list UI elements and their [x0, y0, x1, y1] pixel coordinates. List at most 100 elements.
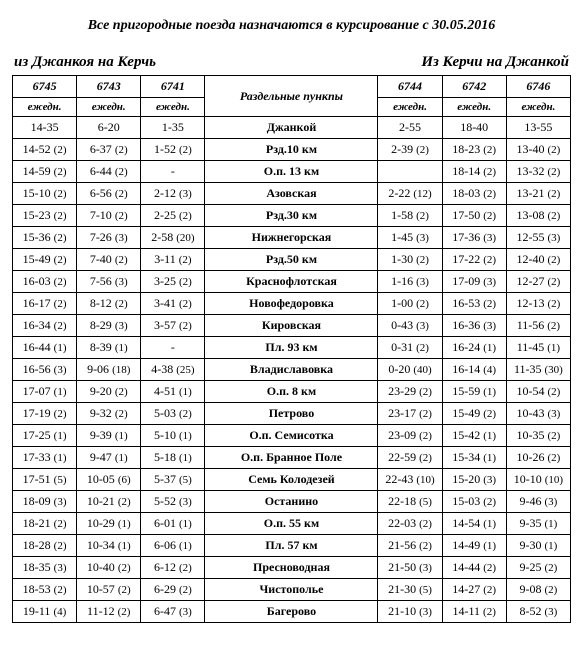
time-l-2-row16: 5-37 (5)	[141, 469, 205, 491]
col-train-6741: 6741	[141, 76, 205, 98]
time-l-2-row15: 5-18 (1)	[141, 447, 205, 469]
time-l-2-row4: 2-25 (2)	[141, 205, 205, 227]
col-train-6745: 6745	[13, 76, 77, 98]
time-r-1-row22: 14-11 (2)	[442, 601, 506, 623]
time-l-0-row17: 18-09 (3)	[13, 491, 77, 513]
time-r-1-row0: 18-40	[442, 117, 506, 139]
time-l-2-row6: 3-11 (2)	[141, 249, 205, 271]
time-l-1-row22: 11-12 (2)	[77, 601, 141, 623]
time-r-0-row7: 1-16 (3)	[378, 271, 442, 293]
table-row: 17-19 (2)9-32 (2)5-03 (2)Петрово23-17 (2…	[13, 403, 571, 425]
time-r-2-row17: 9-46 (3)	[506, 491, 570, 513]
time-l-0-row16: 17-51 (5)	[13, 469, 77, 491]
time-r-2-row1: 13-40 (2)	[506, 139, 570, 161]
time-r-2-row3: 13-21 (2)	[506, 183, 570, 205]
time-l-0-row3: 15-10 (2)	[13, 183, 77, 205]
time-r-2-row20: 9-25 (2)	[506, 557, 570, 579]
time-r-1-row9: 16-36 (3)	[442, 315, 506, 337]
time-l-1-row15: 9-47 (1)	[77, 447, 141, 469]
table-row: 14-356-201-35Джанкой2-5518-4013-55	[13, 117, 571, 139]
freq-6744: ежедн.	[378, 98, 442, 117]
time-l-0-row20: 18-35 (3)	[13, 557, 77, 579]
station-cell: Джанкой	[205, 117, 378, 139]
time-r-1-row12: 15-59 (1)	[442, 381, 506, 403]
table-row: 15-23 (2)7-10 (2)2-25 (2)Рзд.30 км1-58 (…	[13, 205, 571, 227]
time-l-0-row1: 14-52 (2)	[13, 139, 77, 161]
time-l-2-row10: -	[141, 337, 205, 359]
time-r-2-row0: 13-55	[506, 117, 570, 139]
time-r-2-row5: 12-55 (3)	[506, 227, 570, 249]
time-r-1-row15: 15-34 (1)	[442, 447, 506, 469]
time-r-1-row13: 15-49 (2)	[442, 403, 506, 425]
time-r-0-row6: 1-30 (2)	[378, 249, 442, 271]
time-r-1-row17: 15-03 (2)	[442, 491, 506, 513]
time-l-1-row19: 10-34 (1)	[77, 535, 141, 557]
table-row: 19-11 (4)11-12 (2)6-47 (3)Багерово21-10 …	[13, 601, 571, 623]
table-row: 14-52 (2)6-37 (2)1-52 (2)Рзд.10 км2-39 (…	[13, 139, 571, 161]
direction-row: из Джанкоя на Керчь Из Керчи на Джанкой	[14, 54, 569, 71]
station-cell: Владиславовка	[205, 359, 378, 381]
time-l-0-row9: 16-34 (2)	[13, 315, 77, 337]
time-r-2-row18: 9-35 (1)	[506, 513, 570, 535]
station-cell: Рзд.50 км	[205, 249, 378, 271]
time-l-1-row1: 6-37 (2)	[77, 139, 141, 161]
table-row: 16-44 (1)8-39 (1)-Пл. 93 км0-31 (2)16-24…	[13, 337, 571, 359]
time-r-2-row4: 13-08 (2)	[506, 205, 570, 227]
direction-right: Из Керчи на Джанкой	[421, 54, 569, 71]
time-l-1-row17: 10-21 (2)	[77, 491, 141, 513]
time-r-1-row19: 14-49 (1)	[442, 535, 506, 557]
time-r-0-row1: 2-39 (2)	[378, 139, 442, 161]
station-cell: Останино	[205, 491, 378, 513]
time-r-0-row14: 23-09 (2)	[378, 425, 442, 447]
time-l-2-row13: 5-03 (2)	[141, 403, 205, 425]
time-r-0-row10: 0-31 (2)	[378, 337, 442, 359]
time-l-2-row5: 2-58 (20)	[141, 227, 205, 249]
time-l-1-row18: 10-29 (1)	[77, 513, 141, 535]
station-cell: Краснофлотская	[205, 271, 378, 293]
station-cell: О.п. Бранное Поле	[205, 447, 378, 469]
time-l-1-row20: 10-40 (2)	[77, 557, 141, 579]
freq-6743: ежедн.	[77, 98, 141, 117]
time-l-0-row21: 18-53 (2)	[13, 579, 77, 601]
freq-6741: ежедн.	[141, 98, 205, 117]
time-l-1-row16: 10-05 (6)	[77, 469, 141, 491]
time-l-0-row19: 18-28 (2)	[13, 535, 77, 557]
table-row: 18-09 (3)10-21 (2)5-52 (3)Останино22-18 …	[13, 491, 571, 513]
table-row: 18-21 (2)10-29 (1)6-01 (1)О.п. 55 км22-0…	[13, 513, 571, 535]
station-cell: Пресноводная	[205, 557, 378, 579]
time-l-0-row7: 16-03 (2)	[13, 271, 77, 293]
direction-left: из Джанкоя на Керчь	[14, 54, 156, 71]
station-cell: Новофедоровка	[205, 293, 378, 315]
time-l-2-row11: 4-38 (25)	[141, 359, 205, 381]
time-l-1-row6: 7-40 (2)	[77, 249, 141, 271]
station-cell: О.п. Семисотка	[205, 425, 378, 447]
station-cell: Семь Колодезей	[205, 469, 378, 491]
time-r-0-row21: 21-30 (5)	[378, 579, 442, 601]
table-row: 16-56 (3)9-06 (18)4-38 (25)Владиславовка…	[13, 359, 571, 381]
time-l-2-row12: 4-51 (1)	[141, 381, 205, 403]
station-cell: О.п. 55 км	[205, 513, 378, 535]
time-r-0-row19: 21-56 (2)	[378, 535, 442, 557]
time-r-0-row18: 22-03 (2)	[378, 513, 442, 535]
time-l-1-row13: 9-32 (2)	[77, 403, 141, 425]
col-stations: Раздельные пункпы	[205, 76, 378, 117]
time-r-0-row16: 22-43 (10)	[378, 469, 442, 491]
time-l-0-row4: 15-23 (2)	[13, 205, 77, 227]
station-cell: Рзд.10 км	[205, 139, 378, 161]
time-l-1-row8: 8-12 (2)	[77, 293, 141, 315]
time-l-2-row17: 5-52 (3)	[141, 491, 205, 513]
time-l-0-row2: 14-59 (2)	[13, 161, 77, 183]
time-r-1-row7: 17-09 (3)	[442, 271, 506, 293]
col-train-6743: 6743	[77, 76, 141, 98]
time-r-1-row11: 16-14 (4)	[442, 359, 506, 381]
table-row: 15-49 (2)7-40 (2)3-11 (2)Рзд.50 км1-30 (…	[13, 249, 571, 271]
time-r-0-row12: 23-29 (2)	[378, 381, 442, 403]
time-l-1-row0: 6-20	[77, 117, 141, 139]
time-l-1-row10: 8-39 (1)	[77, 337, 141, 359]
time-l-0-row8: 16-17 (2)	[13, 293, 77, 315]
station-cell: Кировская	[205, 315, 378, 337]
time-r-2-row21: 9-08 (2)	[506, 579, 570, 601]
timetable: 6745 6743 6741 Раздельные пункпы 6744 67…	[12, 75, 571, 623]
freq-6742: ежедн.	[442, 98, 506, 117]
table-row: 17-33 (1)9-47 (1)5-18 (1)О.п. Бранное По…	[13, 447, 571, 469]
